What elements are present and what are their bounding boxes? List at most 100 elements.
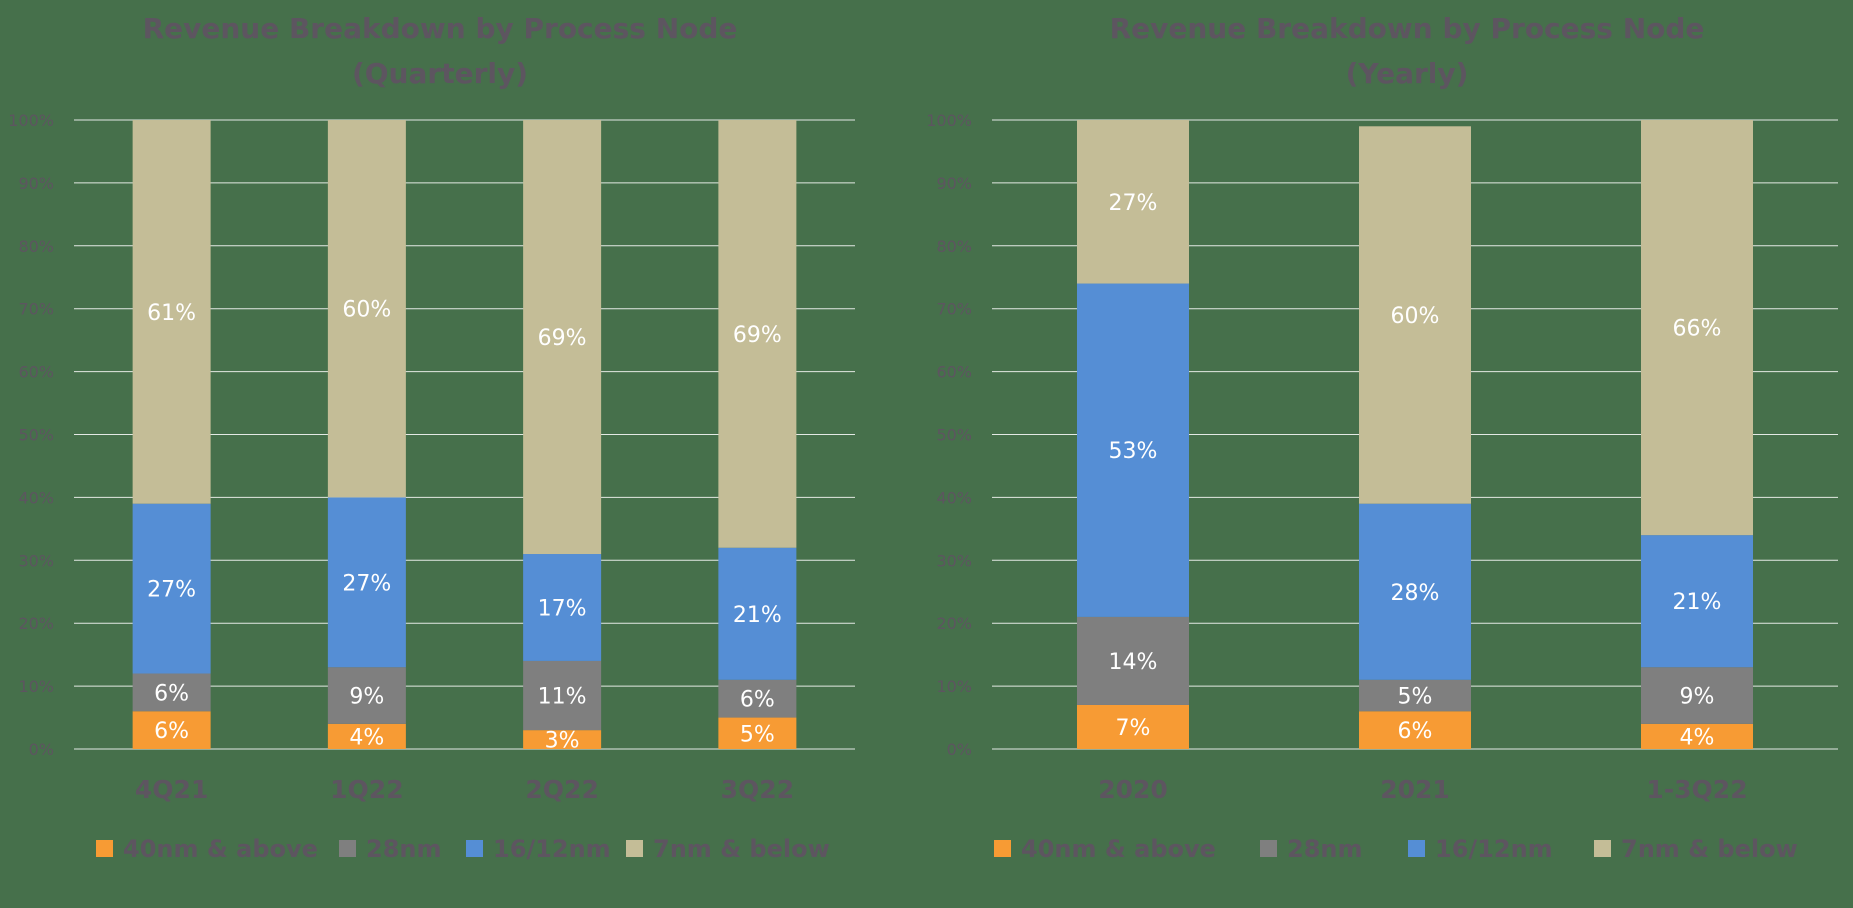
y-tick-label: 50%: [18, 426, 54, 445]
legend-label: 16/12nm: [1435, 835, 1553, 863]
bar-segment: [523, 660, 602, 731]
data-label: 14%: [1109, 650, 1158, 675]
bar-segment: [1641, 667, 1753, 724]
legend-swatch: [1594, 840, 1611, 857]
bar-segment: [132, 711, 211, 749]
y-tick-label: 60%: [18, 363, 54, 382]
legend-label: 16/12nm: [493, 835, 611, 863]
y-tick-label: 20%: [18, 614, 54, 633]
x-tick-label: 2021: [1380, 775, 1450, 804]
data-label: 4%: [349, 725, 384, 750]
data-label: 7%: [1116, 716, 1151, 741]
data-label: 11%: [538, 685, 587, 710]
data-label: 6%: [154, 719, 189, 744]
y-tick-label: 90%: [936, 174, 972, 193]
data-label: 69%: [538, 326, 587, 351]
y-tick-label: 20%: [936, 614, 972, 633]
x-tick-label: 1Q22: [330, 775, 403, 804]
y-tick-label: 30%: [936, 551, 972, 570]
data-label: 9%: [1680, 685, 1715, 710]
legend-label: 28nm: [1287, 835, 1363, 863]
bar-segment: [1077, 704, 1189, 749]
chart-title: Revenue Breakdown by Process Node: [1110, 12, 1705, 45]
bar-segment: [327, 723, 406, 749]
y-tick-label: 30%: [18, 551, 54, 570]
data-label: 21%: [1673, 590, 1722, 615]
y-tick-label: 50%: [936, 426, 972, 445]
y-tick-label: 10%: [936, 677, 972, 696]
bar-segment: [1077, 120, 1189, 284]
data-label: 27%: [1109, 191, 1158, 216]
data-label: 3%: [545, 729, 580, 754]
data-label: 4%: [1680, 725, 1715, 750]
bar-segment: [1641, 120, 1753, 536]
bar-segment: [1359, 503, 1471, 680]
bar-segment: [718, 547, 797, 680]
legend-swatch: [1260, 840, 1277, 857]
chart-subtitle: (Quarterly): [352, 57, 528, 90]
bar-segment: [523, 554, 602, 661]
legend-label: 7nm & below: [1621, 835, 1798, 863]
bar-segment: [132, 120, 211, 504]
legend-swatch: [994, 840, 1011, 857]
data-label: 66%: [1673, 317, 1722, 342]
data-label: 5%: [1398, 685, 1433, 710]
x-tick-label: 1-3Q22: [1646, 775, 1747, 804]
legend-swatch: [339, 840, 356, 857]
chart-0: Revenue Breakdown by Process Node (Quarte…: [8, 12, 855, 863]
data-label: 6%: [154, 681, 189, 706]
chart-1: Revenue Breakdown by Process Node (Yearly…: [926, 12, 1838, 863]
legend-swatch: [626, 840, 643, 857]
legend-swatch: [466, 840, 483, 857]
data-label: 17%: [538, 596, 587, 621]
y-tick-label: 90%: [18, 174, 54, 193]
data-label: 61%: [147, 301, 196, 326]
y-tick-label: 40%: [936, 488, 972, 507]
bar-segment: [1641, 723, 1753, 749]
bar-segment: [1641, 535, 1753, 668]
legend-label: 40nm & above: [1021, 835, 1216, 863]
bar-segment: [718, 679, 797, 718]
y-tick-label: 40%: [18, 488, 54, 507]
bar-segment: [1359, 126, 1471, 504]
y-tick-label: 80%: [18, 237, 54, 256]
bar-segment: [327, 667, 406, 724]
legend-swatch: [1408, 840, 1425, 857]
data-label: 28%: [1391, 581, 1440, 606]
legend-swatch: [96, 840, 113, 857]
bar-segment: [1077, 616, 1189, 705]
data-label: 27%: [342, 571, 391, 596]
y-tick-label: 10%: [18, 677, 54, 696]
bar-segment: [327, 120, 406, 498]
bar-segment: [1077, 283, 1189, 617]
data-label: 60%: [1391, 304, 1440, 329]
legend-label: 40nm & above: [123, 835, 318, 863]
bar-segment: [523, 120, 602, 555]
x-tick-label: 2Q22: [525, 775, 598, 804]
x-tick-label: 3Q22: [721, 775, 794, 804]
chart-subtitle: (Yearly): [1346, 57, 1469, 90]
chart-title: Revenue Breakdown by Process Node: [143, 12, 738, 45]
x-tick-label: 4Q21: [135, 775, 208, 804]
data-label: 6%: [1398, 719, 1433, 744]
y-tick-label: 80%: [936, 237, 972, 256]
bar-segment: [132, 673, 211, 712]
y-tick-label: 100%: [926, 111, 972, 130]
bar-segment: [1359, 679, 1471, 712]
bar-segment: [132, 503, 211, 674]
x-tick-label: 2020: [1098, 775, 1168, 804]
data-label: 60%: [342, 298, 391, 323]
data-label: 9%: [349, 685, 384, 710]
bar-segment: [523, 730, 602, 749]
data-label: 21%: [733, 603, 782, 628]
y-tick-label: 0%: [947, 740, 972, 759]
data-label: 69%: [733, 323, 782, 348]
bar-segment: [718, 717, 797, 749]
data-label: 27%: [147, 578, 196, 603]
bar-segment: [718, 120, 797, 548]
data-label: 6%: [740, 688, 775, 713]
bar-segment: [327, 497, 406, 668]
y-tick-label: 70%: [18, 300, 54, 319]
y-tick-label: 0%: [29, 740, 54, 759]
